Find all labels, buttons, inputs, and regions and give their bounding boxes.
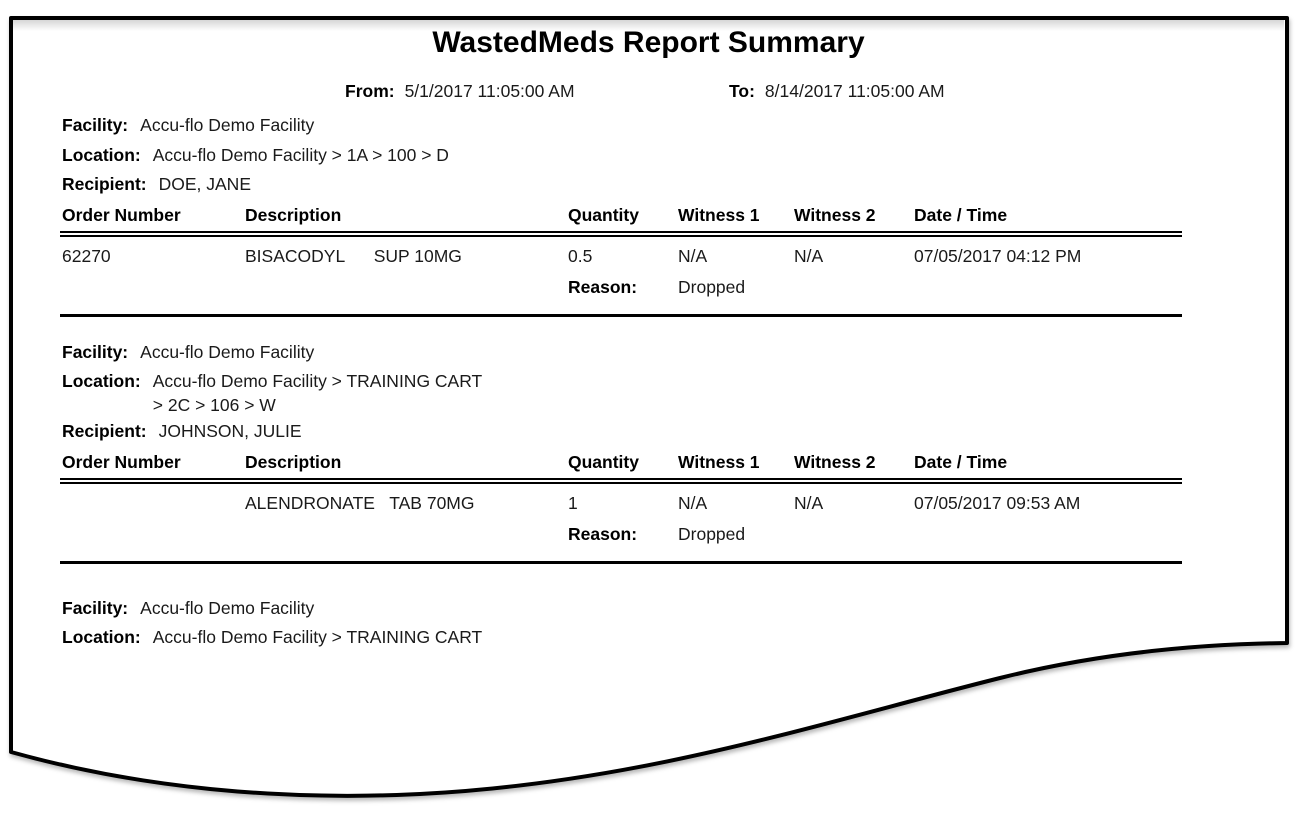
col-datetime: Date / Time	[914, 204, 1008, 225]
report-content: WastedMeds Report Summary From: 5/1/2017 …	[10, 16, 1287, 653]
location-row: Location: Accu-flo Demo Facility > TRAINI…	[62, 367, 1184, 417]
reason-label: Reason:	[568, 276, 638, 297]
date-range: From: 5/1/2017 11:05:00 AM To: 8/14/2017 1…	[10, 79, 1287, 104]
table-header: Order Number Description Quantity Witnes…	[60, 447, 1182, 478]
header-rule	[60, 230, 1182, 237]
recipient-value: JOHNSON, JULIE	[158, 421, 302, 441]
report-section: Facility: Accu-flo Demo Facility Location…	[60, 111, 1184, 317]
reason-label: Reason:	[568, 523, 638, 544]
witness2-cell: N/A	[794, 492, 824, 513]
reason-value: Dropped	[678, 523, 746, 544]
facility-label: Facility:	[62, 115, 129, 135]
col-order-number: Order Number	[62, 204, 181, 225]
facility-value: Accu-flo Demo Facility	[140, 597, 315, 618]
from-label: From:	[345, 81, 395, 101]
col-description: Description	[245, 204, 342, 225]
facility-label: Facility:	[62, 341, 129, 362]
datetime-cell: 07/05/2017 04:12 PM	[914, 245, 1082, 266]
description-cell: ALENDRONATE TAB 70MG	[245, 492, 475, 513]
section-end-rule	[60, 560, 1182, 564]
header-rule	[60, 477, 1182, 484]
quantity-cell: 1	[568, 492, 578, 513]
location-value: Accu-flo Demo Facility > 1A > 100 > D	[152, 144, 449, 165]
witness2-cell: N/A	[794, 245, 824, 266]
col-witness1: Witness 1	[678, 451, 760, 472]
to-value: 8/14/2017 11:05:00 AM	[764, 81, 945, 101]
facility-value: Accu-flo Demo Facility	[140, 341, 315, 362]
reason-value: Dropped	[678, 276, 746, 297]
col-witness2: Witness 2	[794, 204, 876, 225]
reason-row: Reason: Dropped	[60, 522, 1182, 546]
col-quantity: Quantity	[568, 451, 639, 472]
location-label: Location:	[62, 627, 141, 647]
facility-label: Facility:	[62, 597, 129, 618]
recipient-label: Recipient:	[62, 421, 147, 441]
location-row: Location: Accu-flo Demo Facility > 1A > 1…	[62, 141, 1184, 171]
facility-row: Facility: Accu-flo Demo Facility	[62, 111, 1184, 141]
recipient-row: Recipient: JOHNSON, JULIE	[62, 417, 1184, 447]
wasted-meds-table: Order Number Description Quantity Witnes…	[60, 447, 1182, 564]
col-witness1: Witness 1	[678, 204, 760, 225]
recipient-row: Recipient: DOE, JANE	[62, 170, 1184, 200]
recipient-value: DOE, JANE	[158, 174, 251, 194]
table-row: ALENDRONATE TAB 70MG 1 N/A N/A 07/05/201…	[60, 491, 1182, 515]
location-label: Location:	[62, 144, 141, 165]
table-header: Order Number Description Quantity Witnes…	[60, 200, 1182, 231]
facility-row: Facility: Accu-flo Demo Facility	[62, 338, 1184, 368]
witness1-cell: N/A	[678, 492, 708, 513]
col-description: Description	[245, 451, 342, 472]
col-quantity: Quantity	[568, 204, 639, 225]
wasted-meds-table: Order Number Description Quantity Witnes…	[60, 200, 1182, 317]
to-label: To:	[729, 81, 755, 101]
report-title: WastedMeds Report Summary	[432, 26, 865, 59]
location-row: Location: Accu-flo Demo Facility > TRAINI…	[62, 623, 1184, 653]
location-value: Accu-flo Demo Facility > TRAINING CART >…	[152, 371, 483, 415]
facility-value: Accu-flo Demo Facility	[140, 115, 315, 135]
report-section: Facility: Accu-flo Demo Facility Location…	[62, 594, 1184, 653]
date-from: From: 5/1/2017 11:05:00 AM	[345, 79, 575, 104]
order-number-cell: 62270	[62, 245, 111, 266]
date-to: To: 8/14/2017 11:05:00 AM	[729, 79, 945, 104]
location-value: Accu-flo Demo Facility > TRAINING CART	[152, 627, 483, 647]
report-section: Facility: Accu-flo Demo Facility Location…	[60, 338, 1184, 564]
section-end-rule	[60, 313, 1182, 317]
col-order-number: Order Number	[62, 451, 181, 472]
facility-row: Facility: Accu-flo Demo Facility	[62, 594, 1184, 624]
location-label: Location:	[62, 371, 141, 391]
recipient-label: Recipient:	[62, 174, 147, 194]
reason-row: Reason: Dropped	[60, 275, 1182, 299]
col-datetime: Date / Time	[914, 451, 1008, 472]
col-witness2: Witness 2	[794, 451, 876, 472]
from-value: 5/1/2017 11:05:00 AM	[404, 81, 575, 101]
description-cell: BISACODYL SUP 10MG	[245, 245, 462, 266]
witness1-cell: N/A	[678, 245, 708, 266]
datetime-cell: 07/05/2017 09:53 AM	[914, 492, 1081, 513]
table-row: 62270 BISACODYL SUP 10MG 0.5 N/A N/A 07/…	[60, 244, 1182, 268]
quantity-cell: 0.5	[568, 245, 593, 266]
